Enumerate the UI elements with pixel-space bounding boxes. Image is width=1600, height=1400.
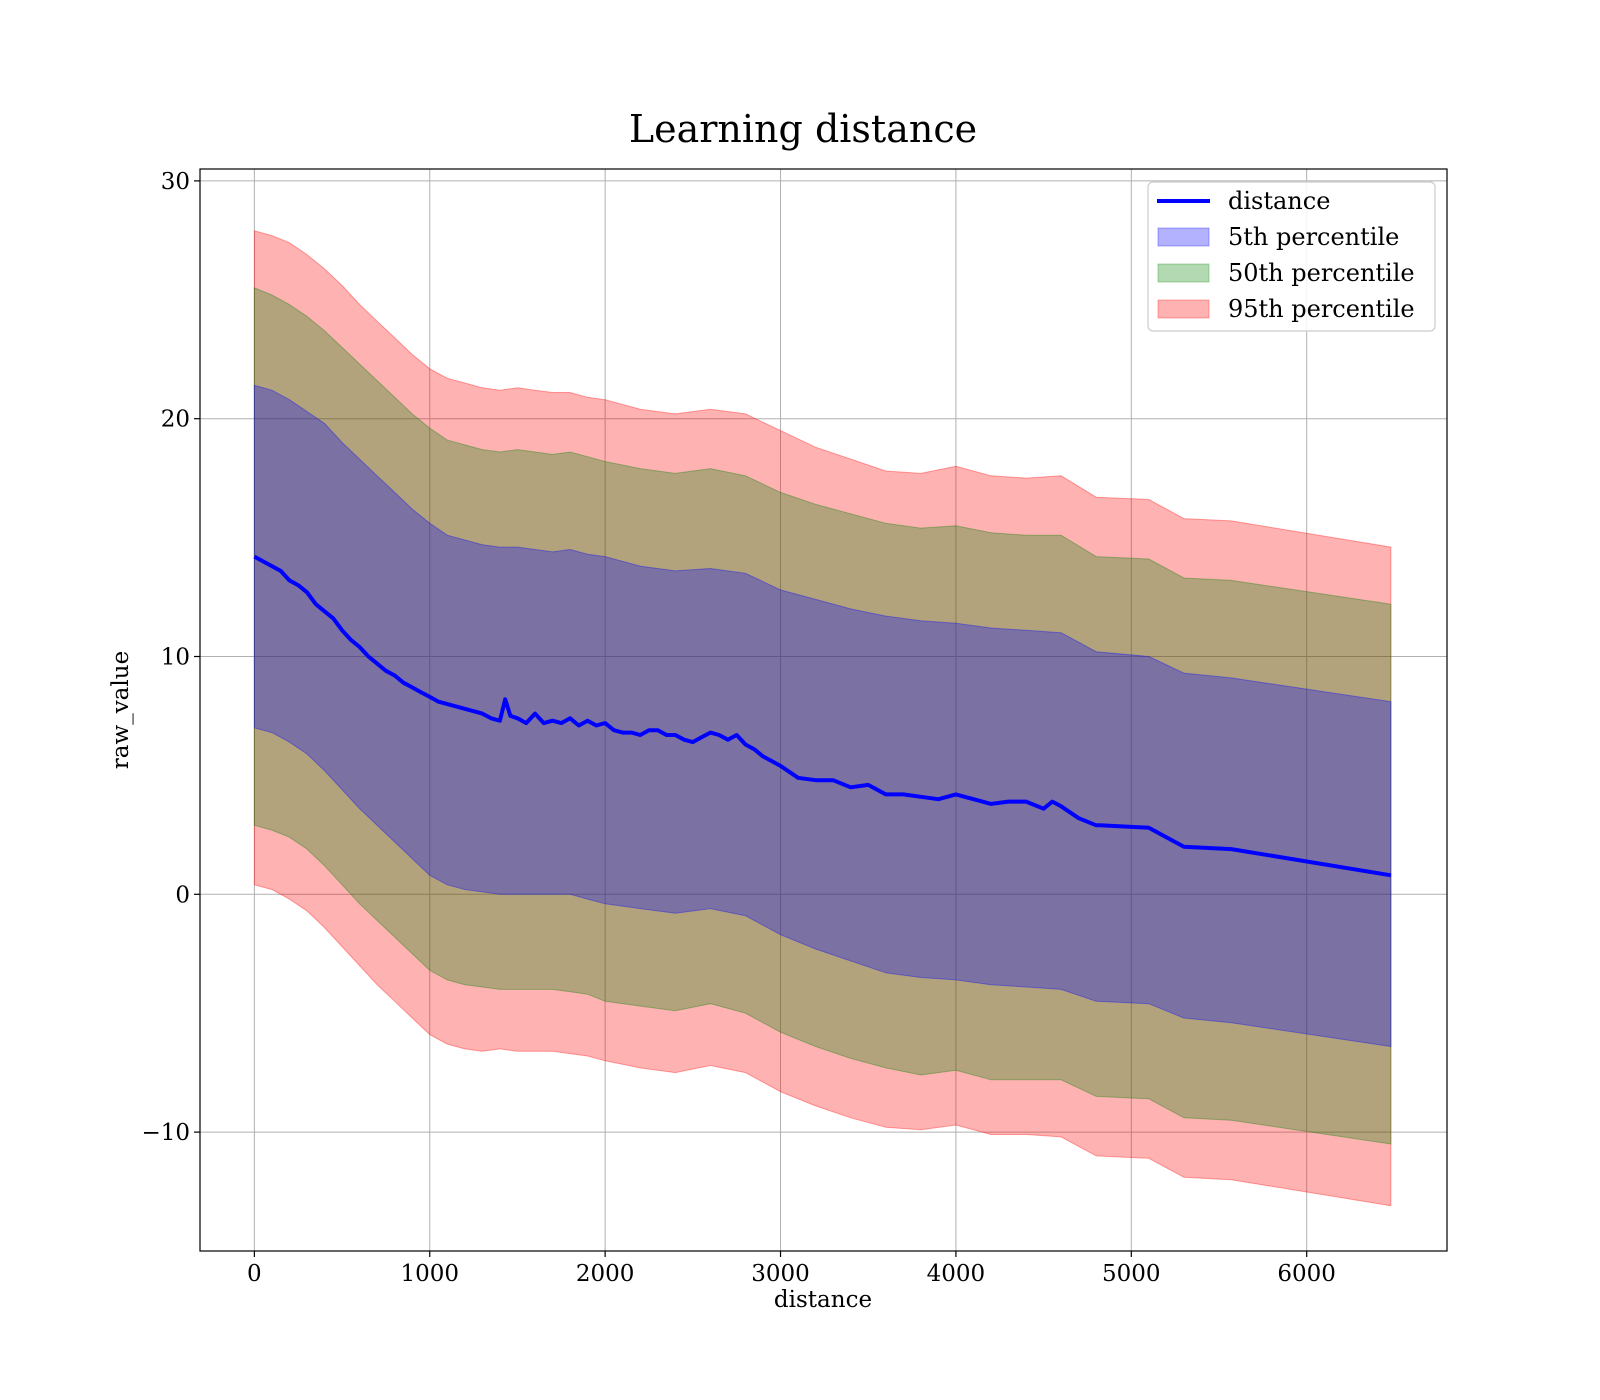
x-axis-label: distance bbox=[774, 1287, 872, 1313]
legend: distance 5th percentile 50th percentile … bbox=[1147, 181, 1436, 332]
legend-box bbox=[1147, 181, 1436, 332]
distance-line bbox=[253, 554, 1392, 878]
legend-swatch-95th bbox=[1157, 299, 1210, 319]
y-tick-label: 0 bbox=[175, 882, 190, 908]
legend-label-95th: 95th percentile bbox=[1228, 295, 1415, 323]
y-tick-label: 20 bbox=[161, 407, 190, 433]
band-95th-percentile bbox=[253, 230, 1392, 1207]
band-5th-percentile bbox=[253, 384, 1392, 1048]
legend-label-5th: 5th percentile bbox=[1228, 223, 1399, 251]
x-tick-label: 5000 bbox=[1102, 1261, 1161, 1287]
distance-series bbox=[253, 554, 1392, 878]
x-tick-label: 0 bbox=[247, 1261, 262, 1287]
x-tick-label: 4000 bbox=[927, 1261, 986, 1287]
grid-lines bbox=[200, 169, 1447, 1251]
legend-label-distance: distance bbox=[1228, 187, 1330, 215]
plot-frame bbox=[199, 168, 1448, 1252]
y-tick-label: −10 bbox=[141, 1120, 190, 1146]
chart-title: Learning distance bbox=[629, 107, 977, 151]
axis-ticks: 0 1000 2000 3000 4000 5000 6000 −10 0 10 20 30 bbox=[141, 169, 1336, 1287]
percentile-bands bbox=[253, 230, 1392, 1207]
y-axis-label: raw_value bbox=[108, 651, 134, 769]
x-tick-label: 1000 bbox=[400, 1261, 459, 1287]
legend-label-50th: 50th percentile bbox=[1228, 259, 1415, 287]
plot-background bbox=[200, 169, 1447, 1251]
x-tick-label: 6000 bbox=[1277, 1261, 1336, 1287]
legend-swatch-50th bbox=[1157, 263, 1210, 283]
legend-swatch-5th bbox=[1157, 227, 1210, 247]
band-50th-percentile bbox=[253, 287, 1392, 1145]
y-tick-label: 10 bbox=[161, 644, 190, 670]
x-tick-label: 3000 bbox=[751, 1261, 810, 1287]
x-tick-label: 2000 bbox=[576, 1261, 635, 1287]
plot-area bbox=[199, 168, 1448, 1252]
y-tick-label: 30 bbox=[161, 169, 190, 195]
